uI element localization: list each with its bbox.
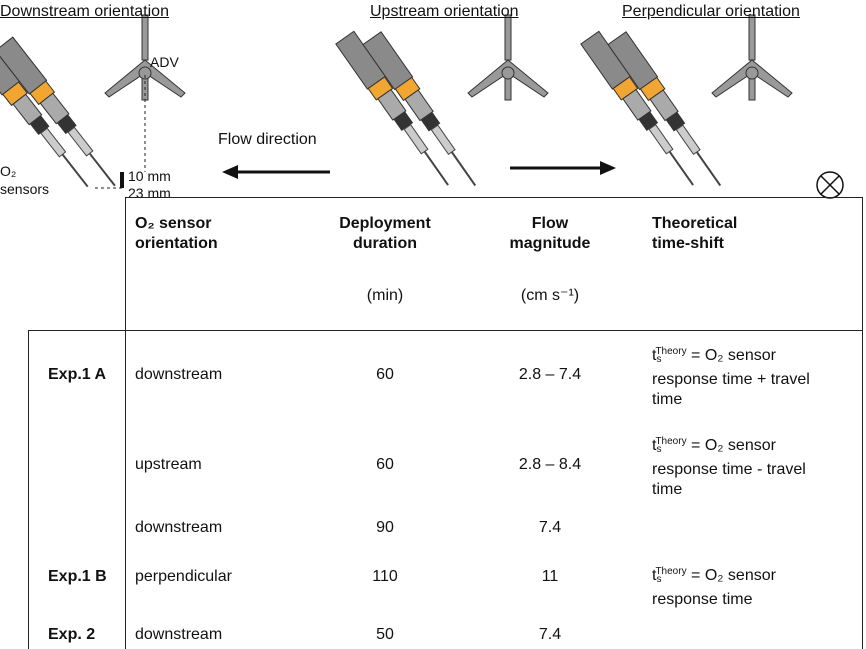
cell: tsTheory = O₂ sensor response time bbox=[652, 562, 837, 610]
cell: downstream bbox=[135, 626, 223, 643]
header-unit: (cm s⁻¹) bbox=[520, 287, 580, 304]
distance-label: 23 mm bbox=[128, 185, 171, 201]
formula: t bbox=[652, 347, 657, 364]
formula: t bbox=[652, 437, 657, 454]
adv bbox=[467, 14, 549, 101]
formula: s bbox=[656, 574, 662, 585]
sensor-upstream bbox=[336, 19, 484, 200]
flow-label: Flow direction bbox=[218, 131, 317, 148]
panel-title: Upstream orientation bbox=[370, 3, 519, 20]
cell: 60 bbox=[376, 366, 394, 383]
row-label: Exp. 2 bbox=[48, 626, 96, 643]
arrow-right bbox=[510, 161, 616, 175]
cell: upstream bbox=[135, 456, 202, 473]
header-unit: (min) bbox=[366, 287, 404, 304]
cell: downstream bbox=[135, 366, 223, 383]
row-label: Exp.1 B bbox=[48, 568, 107, 585]
cell: 7.4 bbox=[538, 519, 562, 536]
formula: = O₂ sensor response time + travel time bbox=[652, 347, 810, 408]
formula: s bbox=[656, 444, 662, 455]
header: Flow magnitude bbox=[509, 215, 591, 252]
border bbox=[28, 330, 863, 331]
marker bbox=[120, 172, 124, 188]
cell: tsTheory = O₂ sensor response time - tra… bbox=[652, 432, 837, 500]
formula: Theory bbox=[655, 346, 687, 357]
header: Theoretical time-shift bbox=[652, 215, 738, 252]
illustration bbox=[0, 14, 844, 200]
cell: 11 bbox=[541, 568, 559, 585]
formula: = O₂ sensor response time bbox=[652, 567, 776, 608]
cell: perpendicular bbox=[135, 568, 232, 585]
cell: downstream bbox=[135, 519, 223, 536]
panel-title: Downstream orientation bbox=[0, 3, 169, 20]
formula: = O₂ sensor response time - travel time bbox=[652, 437, 806, 498]
distance-label: 10 mm bbox=[128, 168, 171, 184]
border bbox=[125, 197, 863, 198]
cell: 110 bbox=[372, 568, 398, 585]
adv bbox=[711, 14, 793, 101]
cell: 7.4 bbox=[538, 626, 562, 643]
formula: t bbox=[652, 567, 657, 584]
cell: 2.8 – 8.4 bbox=[518, 456, 582, 473]
arrow-left bbox=[222, 165, 330, 179]
cell: tsTheory = O₂ sensor response time + tra… bbox=[652, 342, 837, 410]
adv-label: ADV bbox=[150, 54, 179, 70]
border bbox=[125, 197, 126, 649]
cell: 60 bbox=[376, 456, 394, 473]
cell: 90 bbox=[376, 519, 394, 536]
panel-title: Perpendicular orientation bbox=[622, 3, 800, 20]
border bbox=[28, 330, 29, 649]
row-label: Exp.1 A bbox=[48, 366, 107, 383]
into-page-symbol bbox=[816, 171, 844, 199]
cell: 2.8 – 7.4 bbox=[518, 366, 582, 383]
sensor-label: O₂ sensors bbox=[0, 163, 50, 197]
cell: 50 bbox=[376, 626, 394, 643]
formula: Theory bbox=[655, 436, 687, 447]
header: O₂ sensor orientation bbox=[135, 215, 218, 252]
header: Deployment duration bbox=[339, 215, 431, 252]
border bbox=[862, 197, 863, 649]
formula: Theory bbox=[655, 566, 687, 577]
formula: s bbox=[656, 354, 662, 365]
